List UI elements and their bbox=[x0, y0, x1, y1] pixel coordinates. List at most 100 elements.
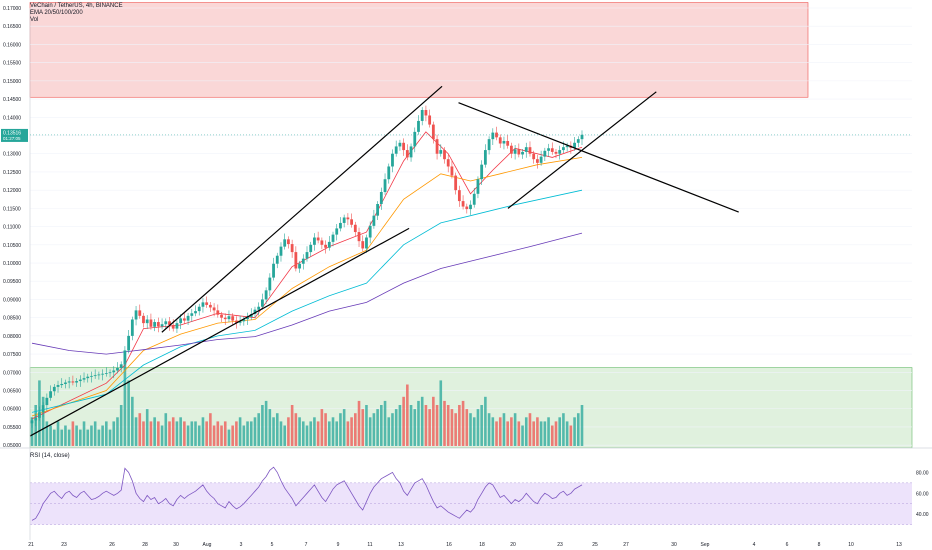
volume-bar bbox=[506, 421, 509, 446]
candle-body bbox=[487, 139, 491, 151]
time-tick-label: 28 bbox=[142, 542, 148, 548]
candle-body bbox=[227, 316, 231, 320]
candle-body bbox=[417, 120, 420, 132]
candle-body bbox=[182, 318, 186, 321]
candle-body bbox=[234, 320, 238, 323]
candle-body bbox=[134, 310, 138, 320]
volume-bar bbox=[324, 413, 327, 446]
volume-bar bbox=[253, 417, 257, 446]
candle-body bbox=[116, 367, 119, 371]
candle-body bbox=[197, 306, 201, 312]
time-tick-label: 25 bbox=[592, 542, 598, 548]
current-price-badge bbox=[1, 128, 28, 142]
volume-bar bbox=[543, 421, 547, 446]
price-tick-label: 0.15000 bbox=[3, 79, 21, 85]
volume-bar bbox=[279, 421, 283, 446]
time-tick-label: Aug bbox=[203, 542, 212, 548]
price-tick-label: 0.11500 bbox=[3, 206, 21, 212]
candle-body bbox=[279, 246, 283, 256]
axes-layer: 0.17000 0.16500 0.16000 0.15500 0.15000 0.145… bbox=[0, 6, 932, 548]
rsi-header: RSI (14, close) bbox=[30, 453, 70, 460]
volume-bar bbox=[67, 429, 71, 446]
candle-body bbox=[509, 145, 513, 154]
candle-body bbox=[261, 299, 264, 307]
volume-bar bbox=[105, 421, 108, 446]
price-tick-label: 0.09000 bbox=[3, 297, 21, 303]
volume-bar bbox=[383, 400, 387, 446]
volume-bar bbox=[521, 425, 524, 446]
candle-body bbox=[476, 179, 480, 194]
volume-bar bbox=[45, 421, 49, 446]
volume-bar bbox=[272, 417, 275, 446]
candle-body bbox=[387, 166, 391, 180]
candle-body bbox=[287, 239, 290, 245]
rsi-tick-label: 80.00 bbox=[916, 470, 929, 476]
candle-body bbox=[562, 147, 565, 151]
price-tick-label: 0.07500 bbox=[3, 352, 21, 358]
volume-bar bbox=[30, 417, 34, 446]
candle-body bbox=[498, 137, 502, 144]
candle-body bbox=[272, 263, 275, 278]
candle-body bbox=[60, 383, 64, 386]
volume-bar bbox=[550, 425, 554, 446]
volume-bar bbox=[361, 409, 365, 446]
volume-bar bbox=[398, 405, 402, 446]
volume-bar bbox=[565, 421, 569, 446]
candle-body bbox=[372, 215, 376, 226]
volume-bar bbox=[394, 409, 398, 446]
candle-body bbox=[439, 150, 443, 154]
candle-body bbox=[558, 150, 562, 154]
volume-bar bbox=[134, 417, 138, 446]
candle-body bbox=[104, 373, 108, 374]
candle-body bbox=[495, 132, 498, 138]
volume-bar bbox=[108, 429, 112, 446]
volume-bar bbox=[264, 400, 268, 446]
candle-layer bbox=[30, 105, 584, 428]
ema-line bbox=[31, 131, 583, 420]
volume-bar bbox=[145, 409, 149, 446]
candle-body bbox=[320, 240, 324, 245]
volume-bar bbox=[350, 417, 353, 446]
volume-bar bbox=[313, 417, 316, 446]
time-tick-label: 13 bbox=[896, 542, 902, 548]
volume-bar bbox=[465, 409, 469, 446]
candle-body bbox=[212, 307, 216, 311]
volume-bar bbox=[539, 421, 543, 446]
candle-body bbox=[528, 147, 532, 154]
candle-body bbox=[216, 310, 220, 315]
price-tick-label: 0.05500 bbox=[3, 425, 21, 431]
volume-bar bbox=[502, 413, 506, 446]
ema-line bbox=[31, 232, 583, 355]
zones-layer bbox=[29, 2, 913, 449]
candle-body bbox=[160, 324, 164, 327]
candle-body bbox=[435, 139, 439, 154]
volume-bar bbox=[480, 405, 483, 446]
volume-bar bbox=[123, 364, 127, 446]
candle-body bbox=[502, 140, 506, 144]
volume-bar bbox=[175, 421, 179, 446]
time-tick-label: 30 bbox=[173, 542, 179, 548]
volume-bar bbox=[320, 409, 324, 446]
volume-bar bbox=[261, 405, 264, 446]
price-tick-label: 0.15500 bbox=[3, 61, 21, 67]
candle-body bbox=[357, 232, 361, 242]
candle-body bbox=[71, 381, 75, 383]
candle-body bbox=[365, 237, 368, 249]
volume-bar bbox=[420, 396, 424, 446]
candle-body bbox=[64, 382, 67, 384]
candle-body bbox=[413, 131, 417, 147]
candle-body bbox=[86, 376, 90, 379]
candle-body bbox=[205, 302, 209, 305]
candle-body bbox=[231, 316, 235, 321]
candle-body bbox=[313, 237, 316, 245]
volume-bar bbox=[528, 413, 532, 446]
volume-bar bbox=[71, 421, 75, 446]
time-tick-label: 7 bbox=[305, 542, 308, 548]
volume-bar bbox=[179, 417, 182, 446]
candle-body bbox=[554, 151, 558, 154]
candle-body bbox=[138, 310, 142, 316]
candle-body bbox=[350, 219, 353, 225]
volume-bar bbox=[458, 405, 461, 446]
volume-bar bbox=[335, 421, 339, 446]
